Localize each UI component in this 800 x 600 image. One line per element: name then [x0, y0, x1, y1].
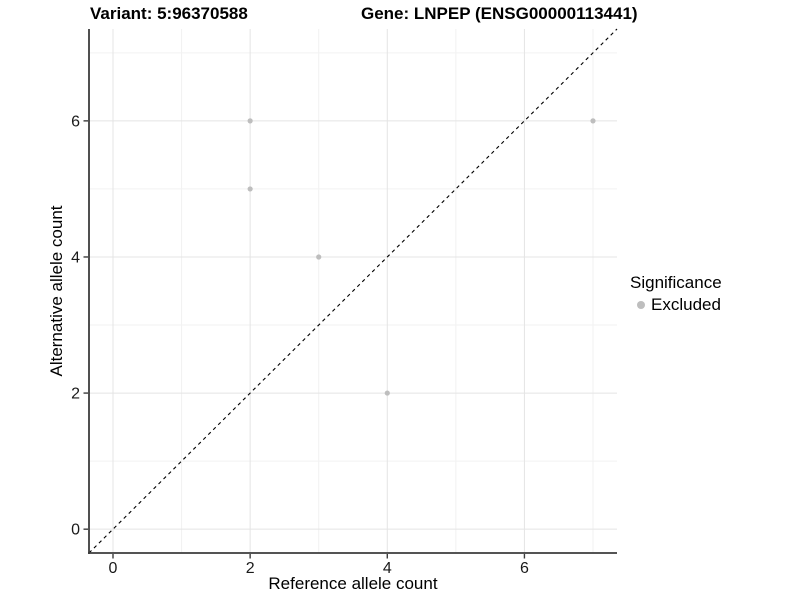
gene-title: Gene: LNPEP (ENSG00000113441)	[361, 4, 638, 23]
svg-text:2: 2	[71, 386, 80, 403]
svg-text:2: 2	[246, 560, 255, 577]
variant-title: Variant: 5:96370588	[90, 4, 248, 23]
legend: Significance Excluded	[630, 272, 722, 315]
svg-text:6: 6	[71, 113, 80, 130]
legend-item-label: Excluded	[651, 295, 721, 314]
svg-text:4: 4	[383, 560, 392, 577]
y-axis-title: Alternative allele count	[47, 205, 66, 377]
x-axis-title: Reference allele count	[268, 574, 438, 593]
legend-item-excluded: Excluded	[630, 294, 722, 315]
svg-text:4: 4	[71, 249, 80, 266]
svg-text:0: 0	[109, 560, 118, 577]
legend-title: Significance	[630, 273, 722, 292]
excluded-point-swatch	[637, 300, 645, 309]
svg-text:0: 0	[71, 522, 80, 539]
svg-text:6: 6	[520, 560, 529, 577]
